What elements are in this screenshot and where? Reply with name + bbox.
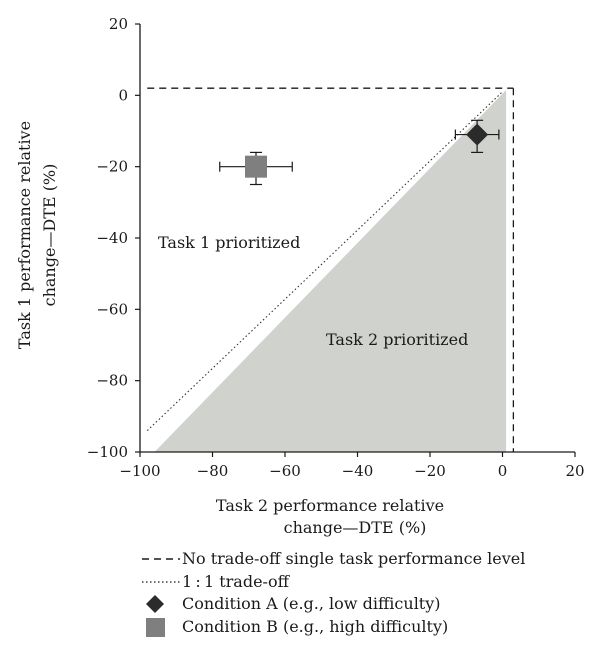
x-tick-label: −20 (414, 462, 446, 480)
x-axis-title-line1: Task 2 performance relative (216, 496, 444, 515)
y-tick-label: −20 (96, 158, 128, 176)
y-tick-label: −80 (96, 372, 128, 390)
legend-item-condition-b: Condition B (e.g., high difficulty) (140, 616, 525, 639)
legend-item-one-to-one: 1 : 1 trade-off (140, 571, 525, 594)
square-icon (140, 616, 182, 638)
y-tick-label: −100 (87, 443, 128, 461)
legend-item-no-tradeoff: No trade-off single task performance lev… (140, 548, 525, 571)
legend-label-one-to-one: 1 : 1 trade-off (182, 571, 289, 591)
y-axis-title-line1: Task 1 performance relative (15, 121, 34, 349)
region-label-task2: Task 2 prioritized (326, 330, 468, 349)
x-tick-label: 0 (498, 462, 508, 480)
y-tick-label: 0 (118, 86, 128, 104)
dotted-line-icon (140, 571, 182, 593)
y-tick-label: −60 (96, 300, 128, 318)
x-tick-label: −40 (342, 462, 374, 480)
legend-label-condition-a: Condition A (e.g., low difficulty) (182, 594, 441, 613)
one-to-one-line (146, 91, 503, 431)
x-tick-label: −100 (119, 462, 160, 480)
chart: 20 0 −20 −40 −60 −80 −100−100 −80 −60 −40 −20 0 20 T… (15, 15, 585, 537)
legend-label-no-tradeoff: No trade-off single task performance lev… (182, 549, 526, 568)
y-axis-title-line2: change—DTE (%) (40, 164, 59, 307)
x-tick-label: 20 (565, 462, 584, 480)
dashed-line-icon (140, 548, 182, 570)
region-label-task1: Task 1 prioritized (158, 233, 300, 252)
legend: No trade-off single task performance lev… (140, 548, 525, 638)
x-tick-label: −60 (269, 462, 301, 480)
y-tick-label: −40 (96, 229, 128, 247)
condition-a-point (466, 123, 489, 146)
legend-item-condition-a: Condition A (e.g., low difficulty) (140, 593, 525, 616)
x-axis-title-line2: change—DTE (%) (284, 518, 427, 537)
x-tick-label: −80 (197, 462, 229, 480)
legend-label-condition-b: Condition B (e.g., high difficulty) (182, 616, 449, 636)
task2-region-shade (154, 89, 507, 452)
diamond-icon (140, 593, 182, 615)
condition-b-point (245, 155, 267, 178)
y-tick-label: 20 (109, 15, 128, 33)
